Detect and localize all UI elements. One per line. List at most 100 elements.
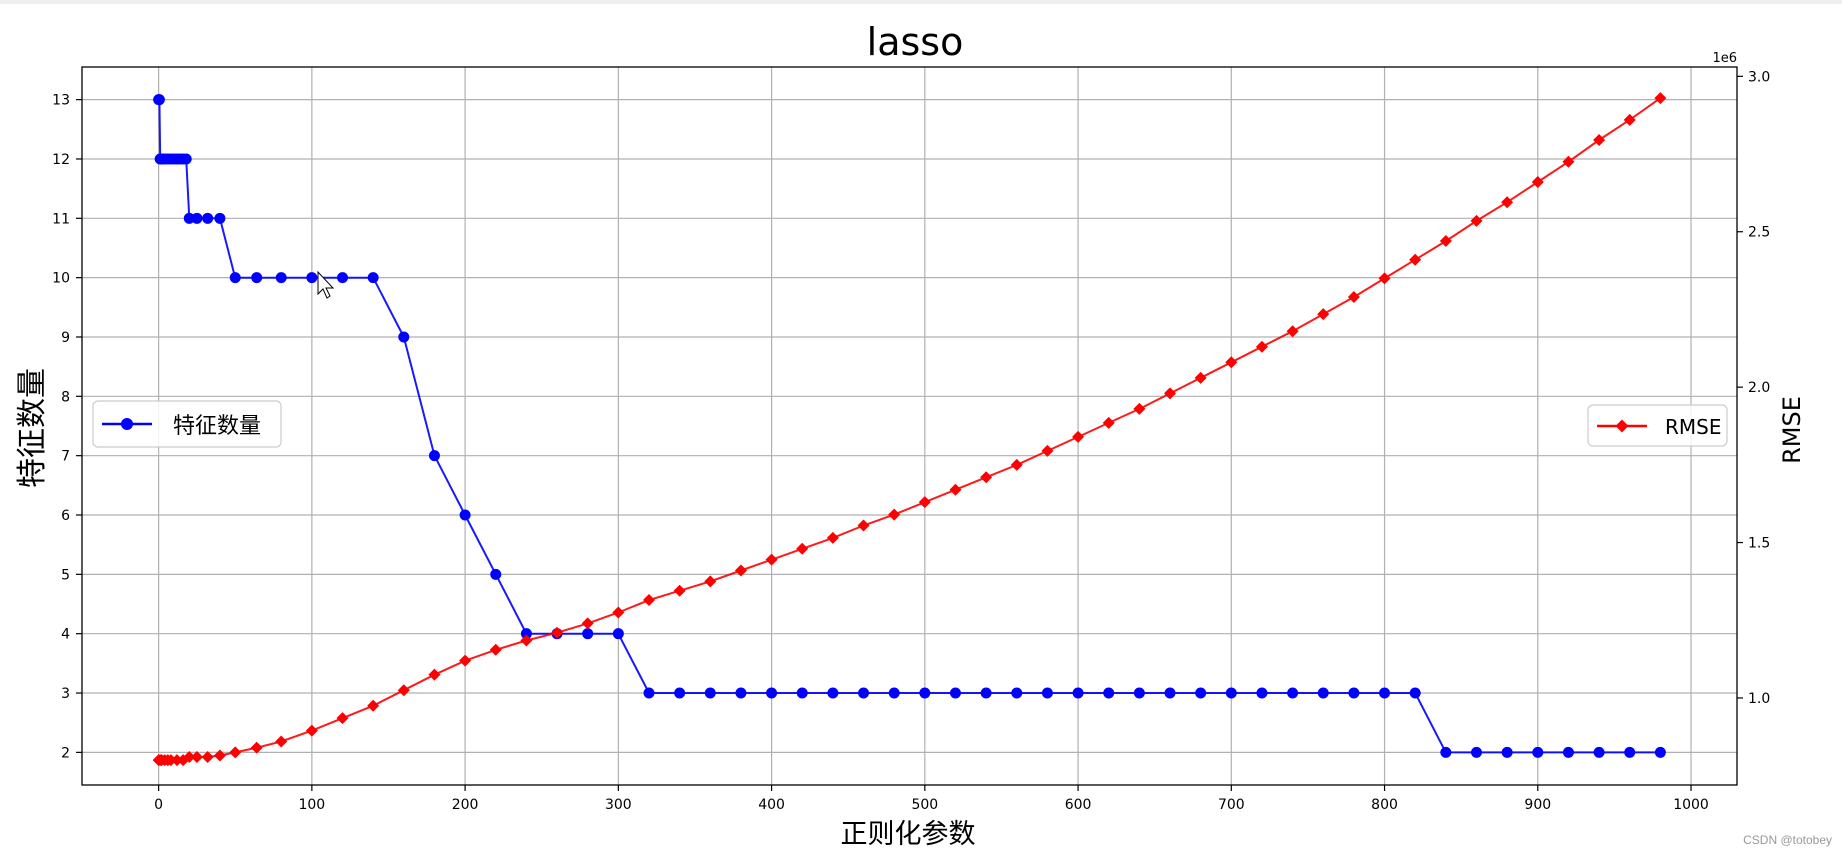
data-point-diamond bbox=[826, 531, 839, 544]
legend-diamond-marker bbox=[1615, 419, 1629, 433]
data-point-circle bbox=[827, 687, 839, 699]
data-point-diamond bbox=[190, 751, 203, 764]
grid-lines bbox=[82, 67, 1737, 785]
data-point-circle bbox=[1593, 746, 1605, 758]
left-y-tick-label: 5 bbox=[61, 567, 70, 583]
data-point-diamond bbox=[1133, 402, 1146, 415]
x-tick-label: 900 bbox=[1524, 797, 1551, 813]
right-y-tick-label: 1.0 bbox=[1748, 691, 1770, 707]
data-point-circle bbox=[1011, 687, 1023, 699]
data-point-circle bbox=[251, 272, 263, 284]
feature-count-series bbox=[153, 94, 1666, 758]
x-tick-label: 300 bbox=[605, 797, 632, 813]
x-tick-label: 700 bbox=[1218, 797, 1245, 813]
data-point-circle bbox=[796, 687, 808, 699]
data-point-circle bbox=[1440, 746, 1452, 758]
data-point-circle bbox=[180, 153, 192, 165]
data-point-diamond bbox=[1041, 444, 1054, 457]
data-point-circle bbox=[1256, 687, 1268, 699]
right-y-tick-label: 1.5 bbox=[1748, 536, 1770, 552]
data-point-diamond bbox=[796, 542, 809, 555]
left-y-tick-label: 8 bbox=[61, 389, 70, 405]
left-y-tick-label: 13 bbox=[52, 93, 70, 109]
legend-label-rmse: RMSE bbox=[1665, 415, 1721, 439]
data-point-circle bbox=[229, 272, 241, 284]
data-point-circle bbox=[214, 212, 226, 224]
data-point-diamond bbox=[183, 751, 196, 764]
right-y-tick-label: 2.5 bbox=[1748, 225, 1770, 241]
data-point-diamond bbox=[1286, 325, 1299, 338]
data-point-circle bbox=[766, 687, 778, 699]
data-point-diamond bbox=[1225, 356, 1238, 369]
data-point-circle bbox=[337, 272, 349, 284]
data-point-circle bbox=[153, 94, 165, 106]
data-point-diamond bbox=[1439, 235, 1452, 248]
right-axis-multiplier: 1e6 bbox=[1712, 51, 1737, 66]
data-point-circle bbox=[643, 687, 655, 699]
data-point-diamond bbox=[1654, 92, 1667, 105]
data-point-circle bbox=[202, 212, 214, 224]
x-axis-label: 正则化参数 bbox=[841, 819, 976, 850]
x-tick-label: 100 bbox=[298, 797, 325, 813]
data-point-diamond bbox=[229, 746, 242, 759]
data-point-circle bbox=[367, 272, 379, 284]
data-point-circle bbox=[520, 628, 532, 640]
left-y-tick-label: 4 bbox=[61, 627, 70, 643]
data-point-diamond bbox=[1501, 196, 1514, 209]
data-point-circle bbox=[1041, 687, 1053, 699]
left-y-tick-label: 9 bbox=[61, 330, 70, 346]
x-tick-label: 1000 bbox=[1673, 797, 1709, 813]
data-point-diamond bbox=[305, 724, 318, 737]
data-point-diamond bbox=[1347, 291, 1360, 304]
data-point-circle bbox=[1379, 687, 1391, 699]
data-point-circle bbox=[1348, 687, 1360, 699]
data-point-circle bbox=[428, 450, 440, 462]
data-point-diamond bbox=[397, 684, 410, 697]
data-point-diamond bbox=[888, 508, 901, 521]
x-axis-ticks: 0 100 200 300 400 500 600 700 800 900 1000 bbox=[154, 785, 1709, 813]
right-y-tick-label: 3.0 bbox=[1748, 69, 1770, 85]
data-point-diamond bbox=[250, 741, 263, 754]
data-point-diamond bbox=[581, 617, 594, 630]
chart-title: lasso bbox=[867, 20, 964, 64]
right-y-axis-ticks: 1.0 1.5 2.0 2.5 3.0 bbox=[1737, 69, 1770, 707]
data-point-circle bbox=[306, 272, 318, 284]
data-point-circle bbox=[1470, 746, 1482, 758]
data-point-circle bbox=[1195, 687, 1207, 699]
watermark: CSDN @totobey bbox=[1743, 833, 1832, 847]
data-point-diamond bbox=[1194, 371, 1207, 384]
data-point-circle bbox=[1532, 746, 1544, 758]
data-point-diamond bbox=[428, 668, 441, 681]
data-point-diamond bbox=[201, 751, 214, 764]
data-point-diamond bbox=[213, 749, 226, 762]
data-point-diamond bbox=[1593, 134, 1606, 147]
data-point-circle bbox=[1409, 687, 1421, 699]
window-top-border bbox=[0, 0, 1842, 4]
left-y-tick-label: 12 bbox=[52, 152, 70, 168]
data-point-circle bbox=[490, 568, 502, 580]
x-tick-label: 600 bbox=[1065, 797, 1092, 813]
data-point-circle bbox=[674, 687, 686, 699]
data-point-diamond bbox=[642, 594, 655, 607]
x-tick-label: 800 bbox=[1371, 797, 1398, 813]
x-tick-label: 500 bbox=[911, 797, 938, 813]
data-point-diamond bbox=[1072, 430, 1085, 443]
data-point-circle bbox=[949, 687, 961, 699]
data-point-circle bbox=[459, 509, 471, 521]
x-tick-label: 200 bbox=[452, 797, 479, 813]
data-point-circle bbox=[1103, 687, 1115, 699]
data-point-diamond bbox=[1562, 155, 1575, 168]
data-point-diamond bbox=[673, 584, 686, 597]
left-y-tick-label: 2 bbox=[61, 745, 70, 761]
right-series-line bbox=[158, 97, 1661, 762]
data-point-circle bbox=[612, 628, 624, 640]
data-point-diamond bbox=[171, 754, 184, 767]
data-point-circle bbox=[191, 212, 203, 224]
data-point-circle bbox=[398, 331, 410, 343]
data-point-diamond bbox=[1378, 272, 1391, 285]
data-point-circle bbox=[919, 687, 931, 699]
data-point-circle bbox=[704, 687, 716, 699]
legend-circle-marker bbox=[121, 418, 133, 430]
left-y-tick-label: 10 bbox=[52, 271, 70, 287]
